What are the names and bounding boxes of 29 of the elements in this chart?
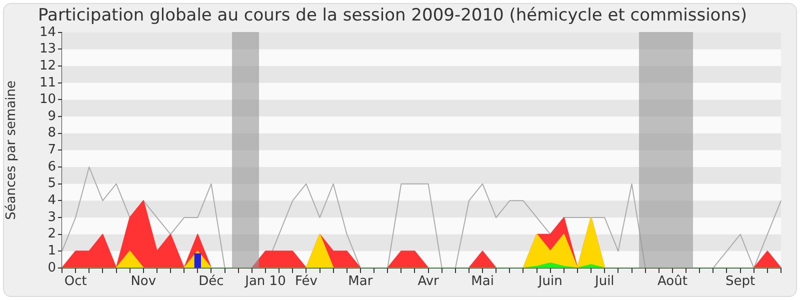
y-tick-label: 9 [48, 108, 56, 124]
y-tick-label: 1 [48, 244, 56, 259]
y-tick-label: 3 [48, 210, 56, 225]
y-tick-label: 10 [39, 92, 56, 108]
x-tick-label: Sept [725, 274, 756, 290]
y-tick-label: 7 [48, 142, 56, 158]
y-tick-label: 8 [48, 126, 56, 141]
x-tick-label: Août [657, 274, 688, 290]
chart-title: Participation globale au cours de la session 2009-2010 (hémicycle et commissions) [38, 6, 747, 26]
y-tick-label: 6 [48, 159, 56, 174]
x-tick-label: Mai [471, 274, 494, 290]
y-tick-label: 13 [39, 42, 56, 57]
x-tick-label: Juin [537, 274, 562, 290]
y-tick-label: 14 [39, 24, 56, 40]
y-tick-label: 4 [48, 193, 56, 208]
y-tick-label: 11 [39, 75, 56, 90]
x-tick-label: Avr [418, 274, 440, 290]
y-tick-label: 0 [48, 260, 56, 276]
x-tick-label: Oct [64, 274, 87, 290]
y-tick-label: 2 [48, 226, 56, 242]
x-tick-label: Fév [294, 274, 318, 290]
x-tick-label: Nov [130, 274, 156, 290]
x-tick-label: Jan 10 [244, 274, 286, 290]
x-tick-label: Déc [198, 274, 224, 290]
x-tick-label: Juil [594, 274, 614, 290]
x-tick-label: Mar [348, 274, 374, 290]
y-axis-title: Séances par semaine [4, 80, 20, 220]
y-tick-label: 12 [39, 58, 56, 74]
y-tick-label: 5 [48, 176, 56, 192]
